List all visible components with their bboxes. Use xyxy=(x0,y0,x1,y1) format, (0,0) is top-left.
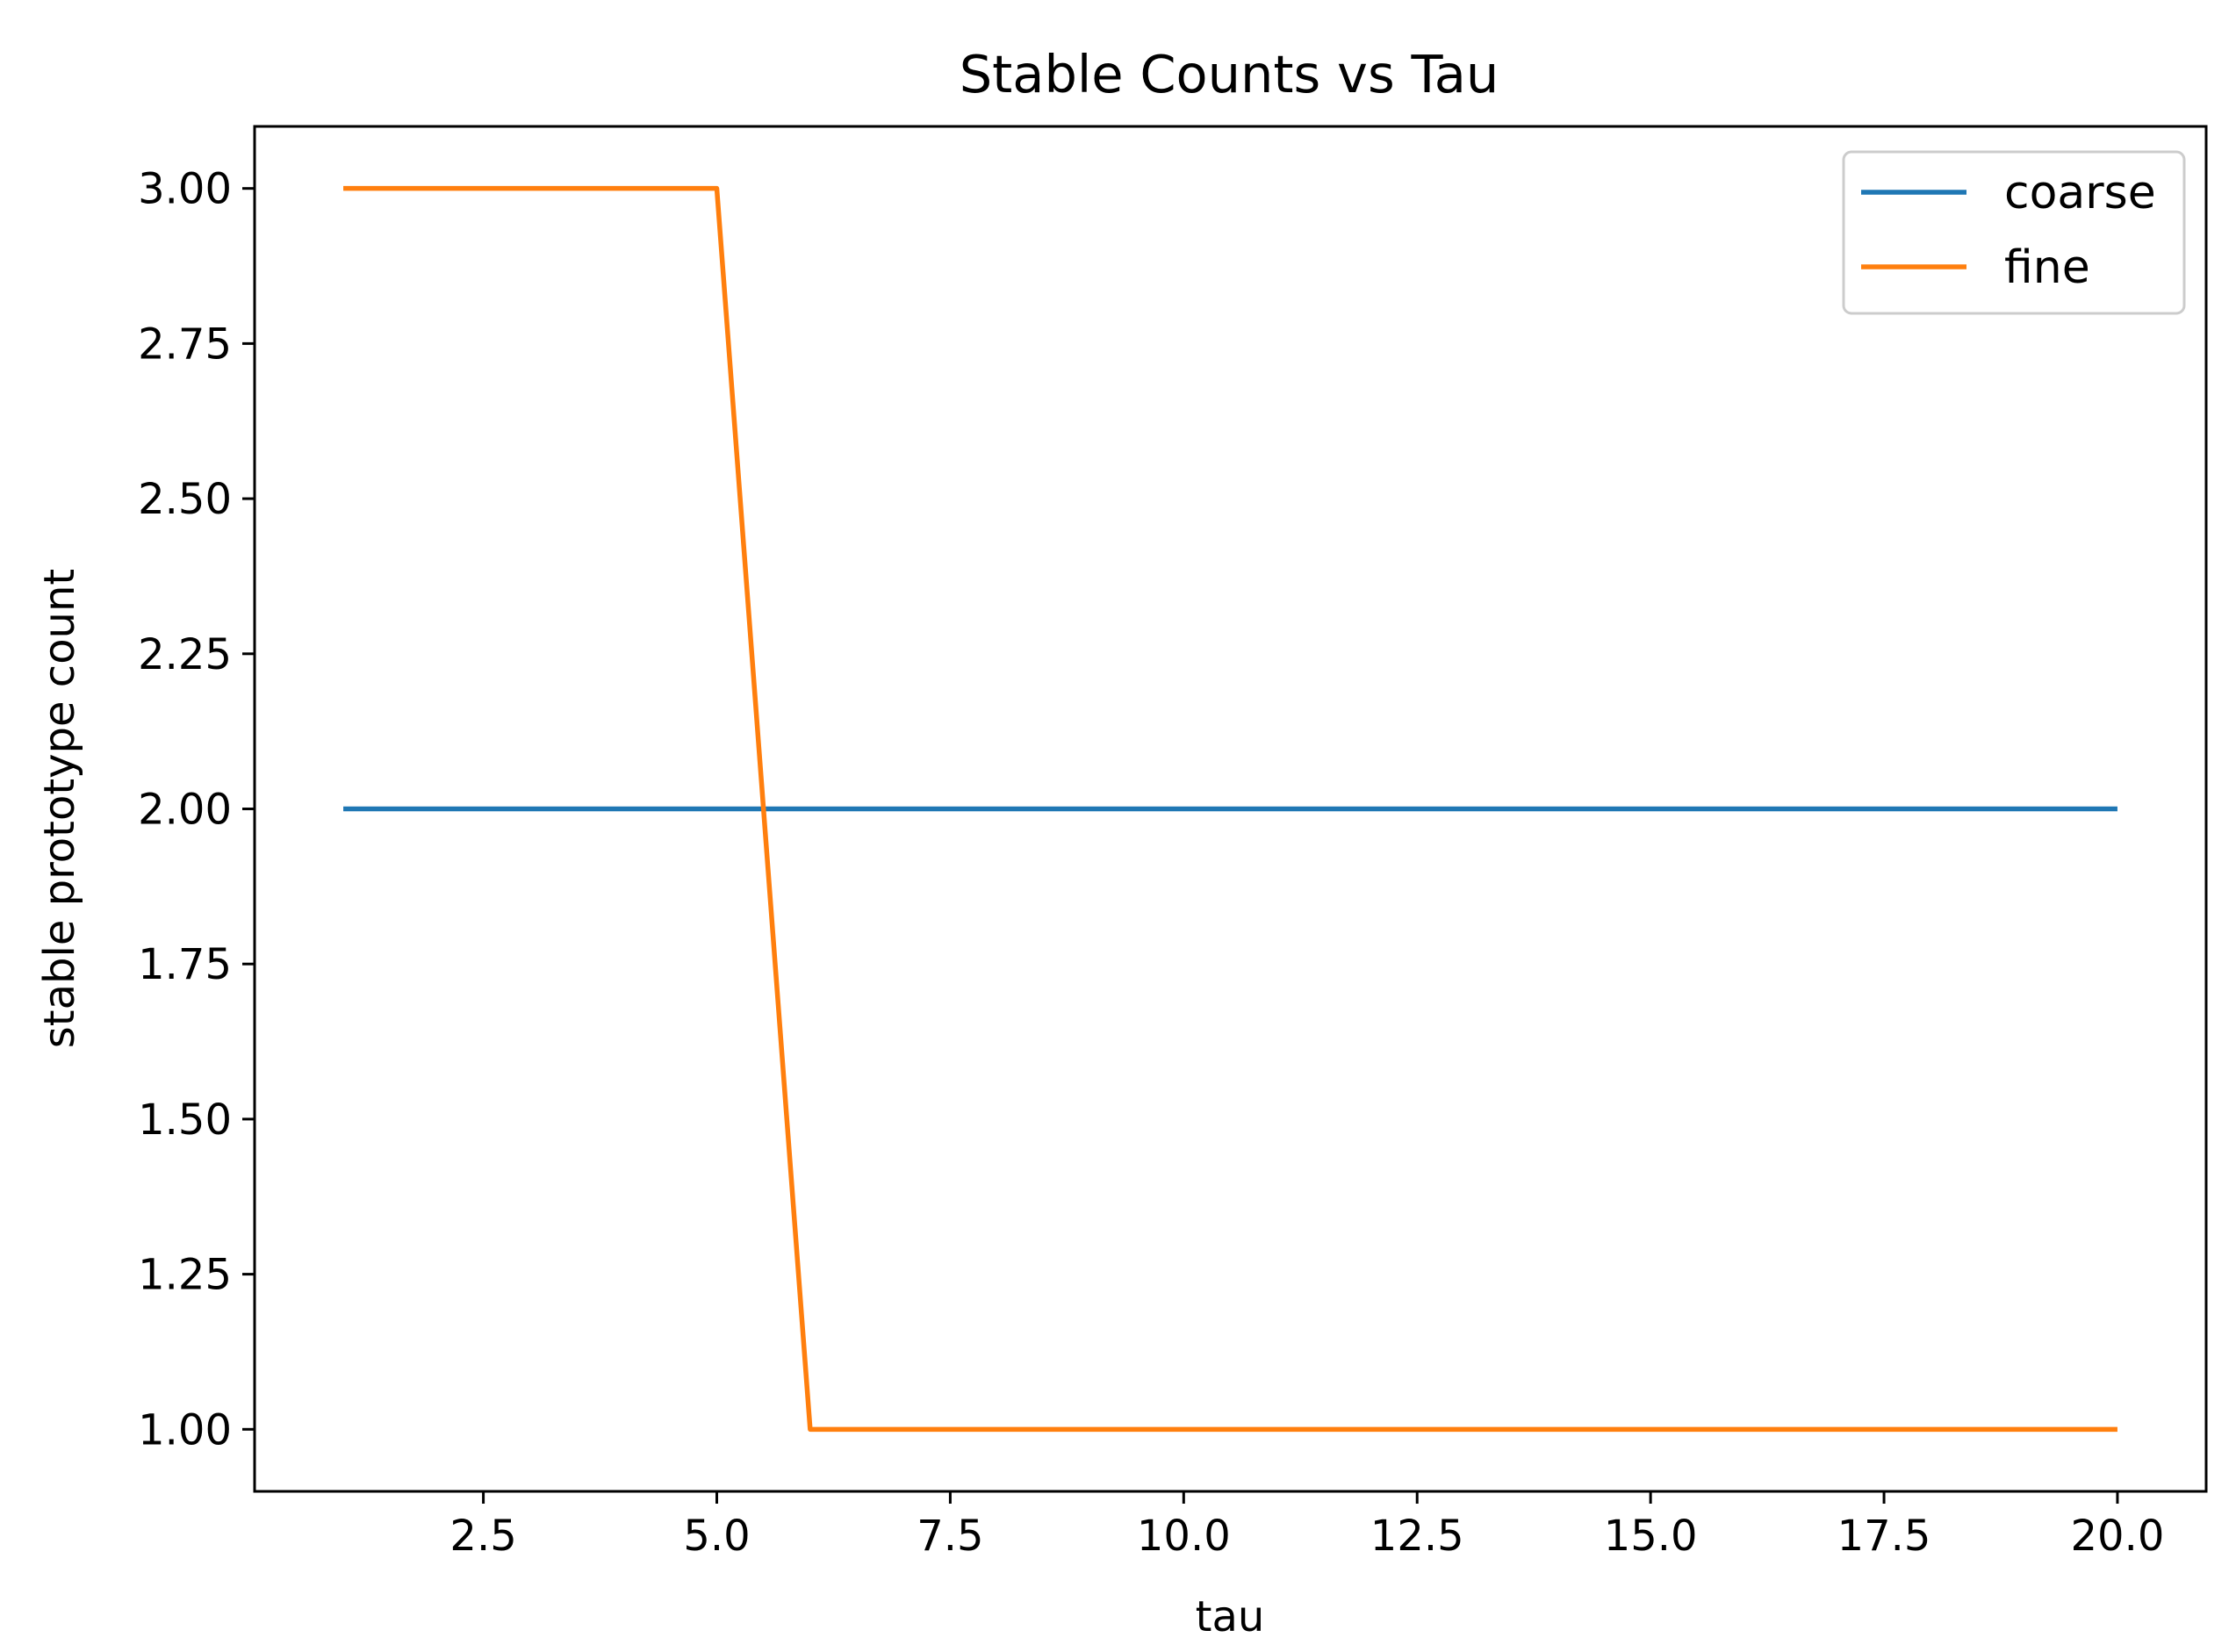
y-tick-label: 1.50 xyxy=(138,1095,232,1145)
x-tick-label: 7.5 xyxy=(917,1512,983,1561)
x-tick-label: 10.0 xyxy=(1137,1512,1231,1561)
y-tick-label: 3.00 xyxy=(138,165,232,214)
x-axis: 2.5 5.0 7.5 10.0 12.5 15.0 17.5 20.0 xyxy=(449,1491,2164,1561)
x-tick-label: 20.0 xyxy=(2071,1512,2165,1561)
y-tick-label: 1.75 xyxy=(138,940,232,989)
x-tick-label: 2.5 xyxy=(449,1512,516,1561)
y-tick-label: 2.00 xyxy=(138,786,232,835)
legend: coarse fine xyxy=(1842,150,2186,315)
x-tick-label: 15.0 xyxy=(1604,1512,1698,1561)
x-tick-label: 5.0 xyxy=(683,1512,750,1561)
legend-label-coarse: coarse xyxy=(2004,167,2156,219)
x-tick-label: 17.5 xyxy=(1837,1512,1931,1561)
legend-label-fine: fine xyxy=(2004,241,2090,294)
series-line-fine xyxy=(343,185,2117,1433)
y-tick-label: 2.50 xyxy=(138,475,232,524)
y-tick-label: 1.25 xyxy=(138,1251,232,1300)
y-axis: 1.00 1.25 1.50 1.75 2.00 2.25 2.50 2.75 3.00 xyxy=(138,165,255,1454)
y-tick-label: 2.25 xyxy=(138,630,232,679)
x-tick-label: 12.5 xyxy=(1370,1512,1464,1561)
y-tick-label: 1.00 xyxy=(138,1405,232,1454)
plot-lines xyxy=(343,185,2117,1433)
x-axis-label: tau xyxy=(1196,1592,1265,1641)
chart-title: Stable Counts vs Tau xyxy=(960,44,1499,104)
y-axis-label: stable prototype count xyxy=(35,569,84,1048)
y-tick-label: 2.75 xyxy=(138,320,232,369)
